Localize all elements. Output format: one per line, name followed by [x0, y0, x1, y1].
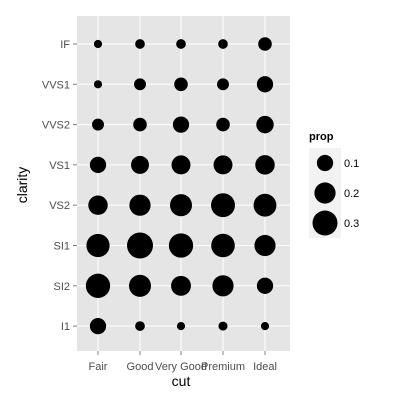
data-point [258, 37, 272, 51]
data-point [218, 39, 228, 49]
data-point [256, 277, 274, 294]
data-point [85, 273, 111, 298]
data-point [168, 233, 194, 258]
y-tick-label: VS1 [49, 160, 70, 172]
data-point [171, 275, 191, 296]
x-tick-label: Good [127, 361, 154, 373]
plot-panel [77, 16, 290, 351]
y-axis: I1 SI2 SI1 VS2 VS1 VVS2 VVS1 IF [42, 39, 77, 333]
data-point [211, 233, 235, 258]
legend-key-point [314, 182, 336, 204]
data-point [256, 115, 274, 134]
y-tick-label: VVS1 [42, 79, 70, 91]
legend-key-point [316, 154, 334, 172]
legend: prop 0.1 0.2 0.3 [309, 131, 359, 238]
data-point [131, 155, 149, 174]
data-point [88, 195, 108, 215]
data-point [135, 321, 145, 331]
data-point [217, 78, 229, 91]
legend-key-point [312, 210, 338, 236]
y-tick-label: SI1 [53, 241, 70, 253]
data-point [134, 78, 146, 91]
data-point [253, 193, 277, 217]
data-point [86, 233, 110, 258]
y-tick-label: SI2 [53, 281, 70, 293]
data-point [216, 117, 230, 132]
data-point [174, 77, 188, 92]
x-tick-label: Very Good [155, 361, 207, 373]
data-point [92, 118, 104, 131]
y-tick-label: IF [60, 39, 70, 51]
data-point [255, 155, 275, 175]
data-point [260, 322, 270, 331]
y-tick-label: VVS2 [42, 120, 70, 132]
data-point [93, 80, 103, 89]
data-point [169, 194, 193, 217]
legend-entry-label: 0.3 [344, 218, 359, 230]
data-point [254, 234, 276, 257]
data-point [212, 275, 234, 297]
y-axis-title: clarity [14, 167, 30, 204]
data-point [171, 155, 191, 175]
data-point [172, 116, 190, 133]
x-tick-label: Ideal [253, 361, 277, 373]
legend-entry-label: 0.2 [344, 188, 359, 200]
data-point [133, 117, 147, 132]
y-tick-label: I1 [61, 321, 70, 333]
data-point [256, 76, 274, 93]
data-point [176, 322, 186, 331]
data-point [93, 39, 103, 49]
legend-title: prop [309, 131, 334, 143]
legend-entry-label: 0.1 [344, 158, 359, 170]
data-point [211, 193, 235, 218]
data-point [218, 321, 228, 331]
y-tick-label: VS2 [49, 200, 70, 212]
data-point [89, 156, 107, 174]
x-axis-title: cut [172, 373, 191, 389]
data-point [89, 317, 107, 335]
panel-background [77, 16, 290, 351]
data-point [127, 232, 153, 259]
data-point [128, 274, 152, 297]
data-point [176, 39, 186, 49]
data-points [85, 37, 277, 335]
data-point [129, 194, 151, 216]
data-point [213, 155, 233, 175]
x-tick-label: Fair [89, 361, 108, 373]
x-tick-label: Premium [201, 361, 245, 373]
data-point [135, 39, 145, 49]
